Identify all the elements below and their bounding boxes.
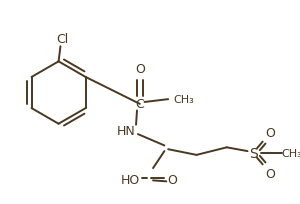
Text: CH₃: CH₃	[173, 95, 194, 105]
Text: HO: HO	[121, 173, 140, 186]
Text: Cl: Cl	[56, 33, 68, 46]
Text: O: O	[265, 167, 275, 180]
Text: C: C	[136, 98, 144, 111]
Text: HN: HN	[117, 124, 136, 137]
Text: CH₃: CH₃	[282, 148, 300, 158]
Text: O: O	[265, 126, 275, 139]
Text: O: O	[167, 173, 177, 186]
Text: S: S	[249, 146, 258, 160]
Text: O: O	[135, 63, 145, 76]
